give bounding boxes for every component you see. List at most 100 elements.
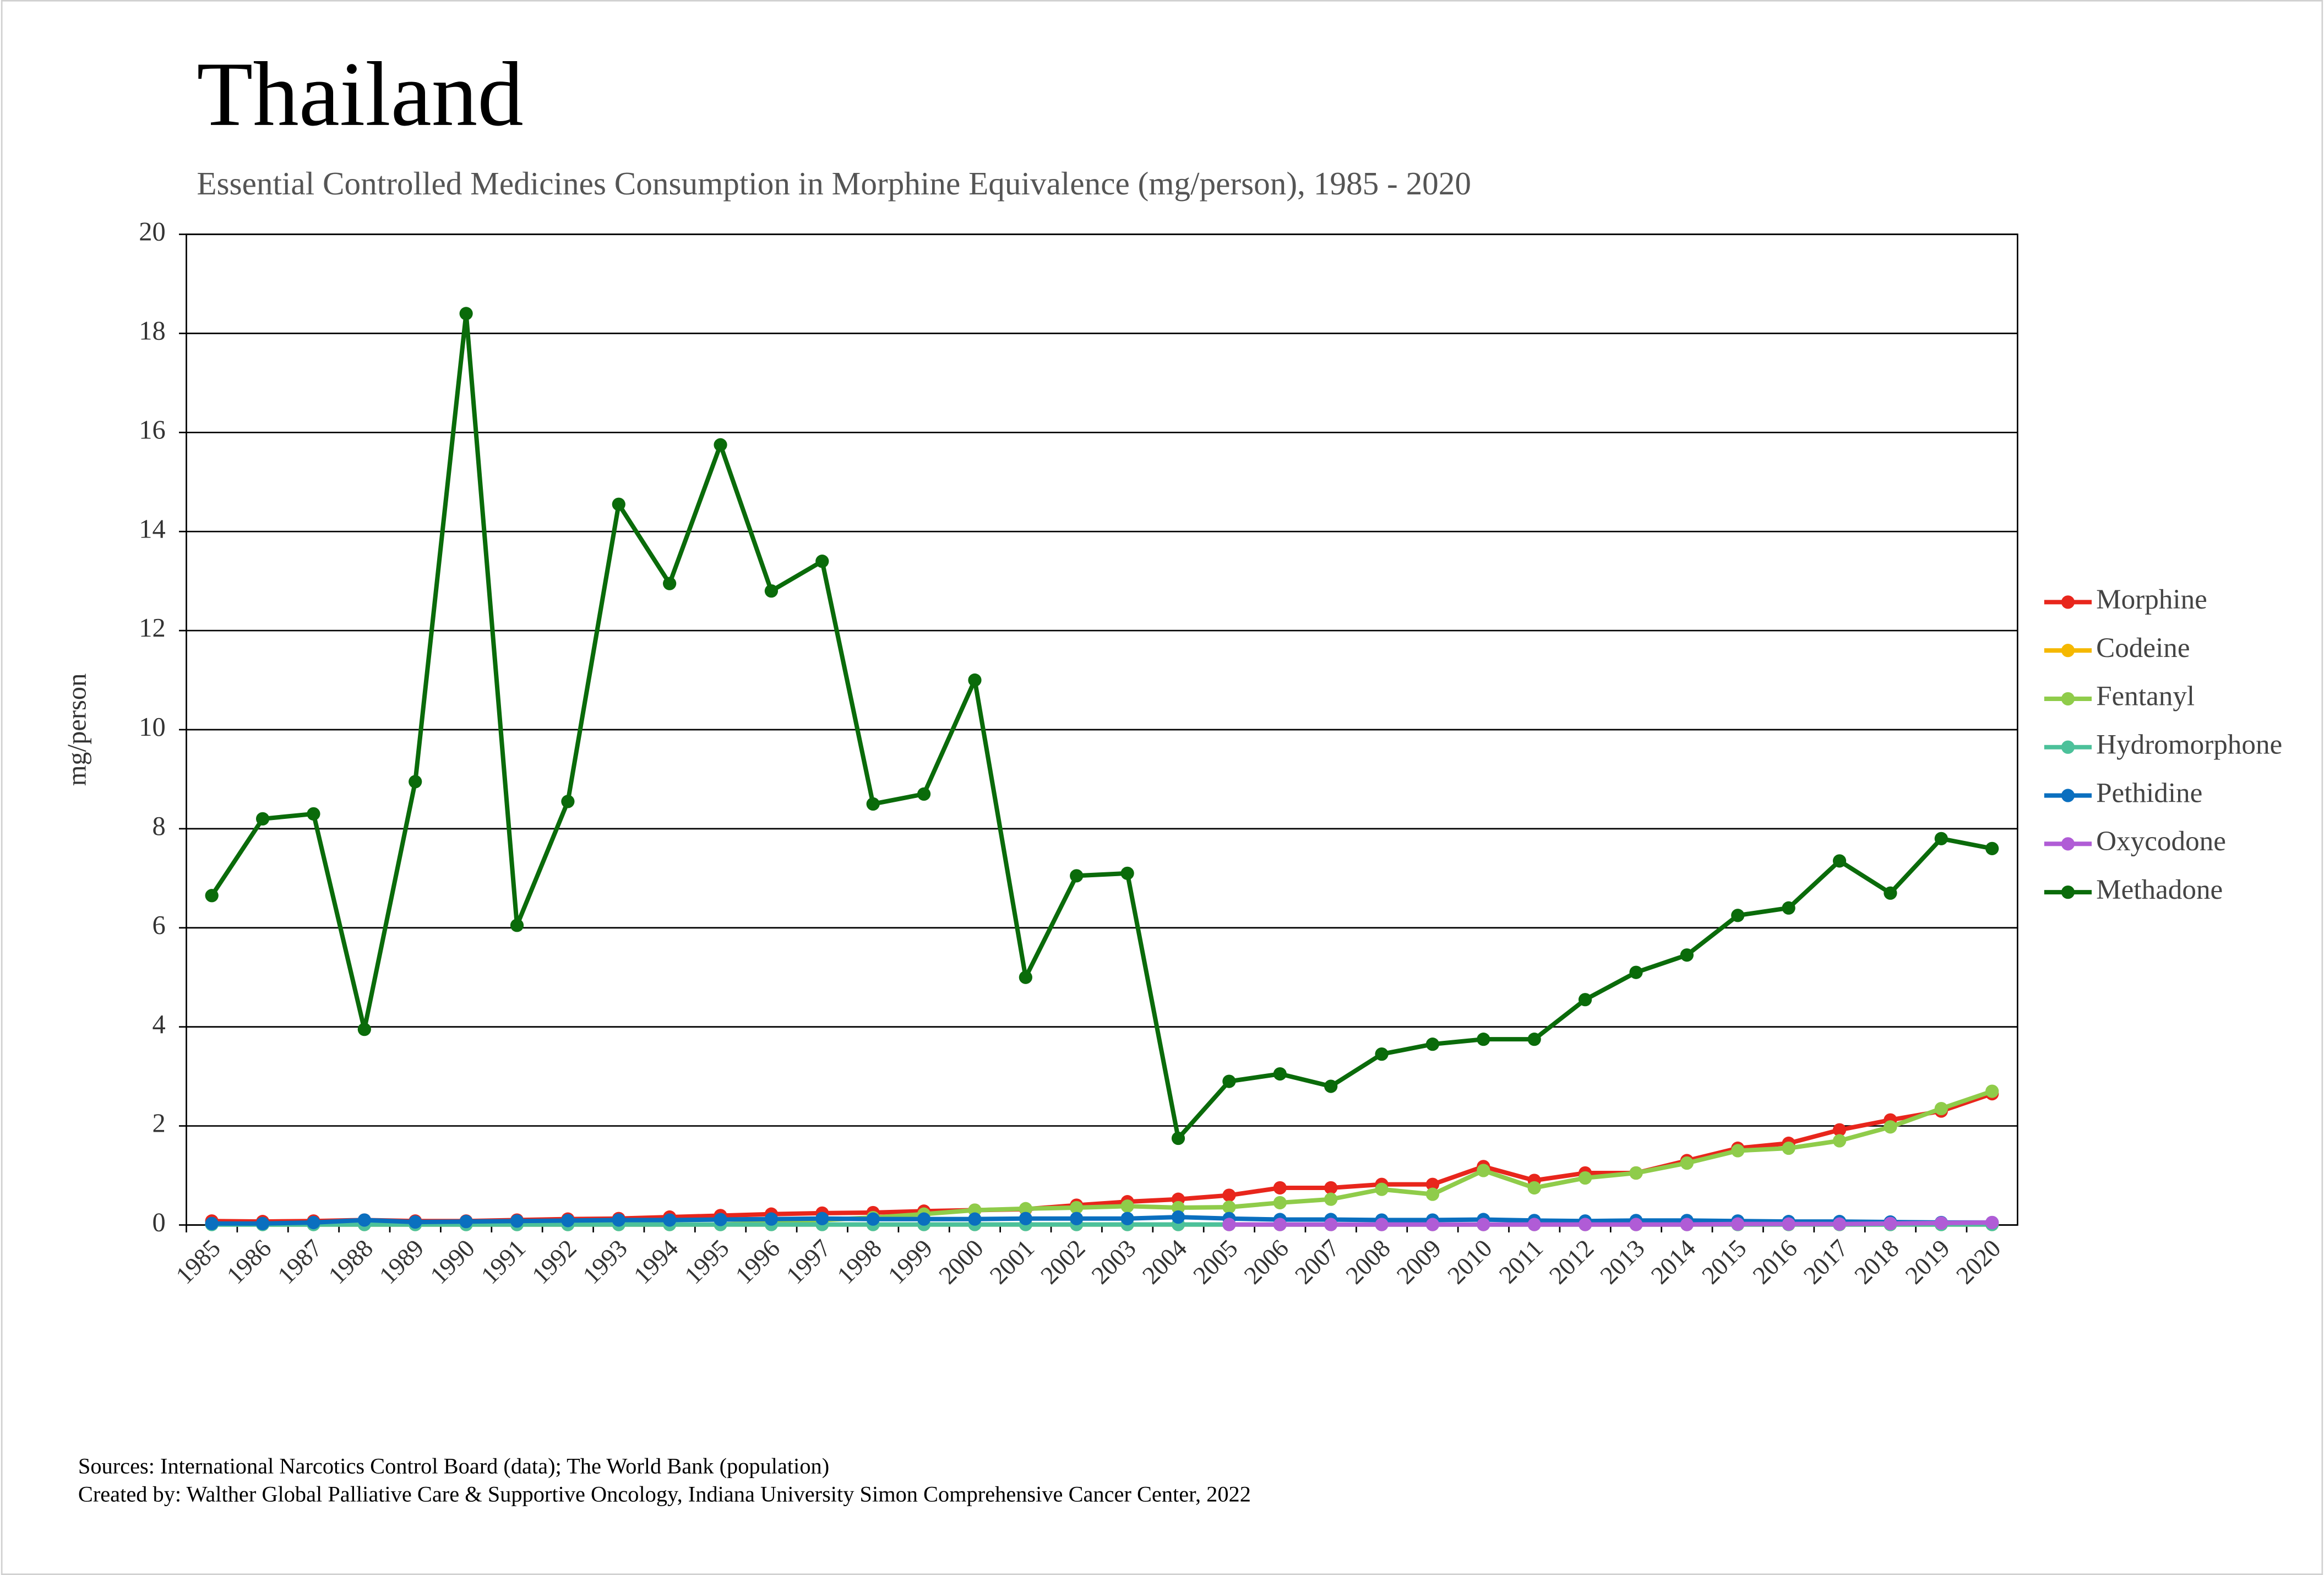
data-point xyxy=(1273,1218,1287,1231)
data-point xyxy=(612,1213,625,1227)
data-point xyxy=(1985,841,1999,855)
data-point xyxy=(1832,854,1847,868)
y-tick-label: 16 xyxy=(139,415,165,444)
data-point xyxy=(1782,901,1795,915)
data-point xyxy=(1375,1218,1389,1231)
legend-marker xyxy=(2061,789,2075,802)
data-point xyxy=(1527,1181,1541,1195)
data-point xyxy=(1629,965,1643,979)
legend-label: Morphine xyxy=(2096,584,2207,615)
data-point xyxy=(714,438,727,452)
data-point xyxy=(1070,869,1084,883)
data-point xyxy=(357,1023,371,1036)
y-tick-label: 14 xyxy=(139,514,165,544)
data-point xyxy=(1884,1216,1897,1230)
data-point xyxy=(1731,1217,1745,1231)
data-point xyxy=(1884,1120,1897,1134)
footnote: Created by: Walther Global Palliative Ca… xyxy=(78,1482,1251,1507)
legend-label: Oxycodone xyxy=(2096,825,2226,857)
legend-marker xyxy=(2061,595,2075,609)
data-point xyxy=(1425,1187,1440,1201)
data-point xyxy=(1934,1216,1948,1230)
data-point xyxy=(1324,1192,1338,1206)
data-point xyxy=(714,1213,727,1226)
chart-title: Thailand xyxy=(197,44,523,145)
y-tick-label: 6 xyxy=(153,911,166,940)
data-point xyxy=(968,1212,982,1226)
y-tick-label: 0 xyxy=(153,1208,166,1237)
legend-label: Methadone xyxy=(2096,874,2223,905)
data-point xyxy=(1934,832,1948,845)
legend-label: Hydromorphone xyxy=(2096,729,2282,760)
data-point xyxy=(866,1212,880,1226)
data-point xyxy=(1273,1181,1287,1195)
legend-marker xyxy=(2061,837,2075,851)
data-point xyxy=(968,673,982,687)
data-point xyxy=(510,1214,524,1228)
data-point xyxy=(1680,948,1694,962)
data-point xyxy=(409,1215,422,1229)
data-point xyxy=(1273,1196,1287,1210)
legend-label: Codeine xyxy=(2096,632,2190,664)
series-line xyxy=(210,311,1993,1141)
data-point xyxy=(1273,1067,1287,1081)
data-point xyxy=(1375,1182,1389,1196)
legend-marker xyxy=(2061,740,2075,754)
y-tick-label: 18 xyxy=(139,317,165,346)
data-point xyxy=(1629,1218,1643,1231)
legend-label: Fentanyl xyxy=(2096,681,2195,712)
series-line xyxy=(1229,1220,1993,1227)
data-point xyxy=(205,889,219,903)
y-tick-label: 4 xyxy=(153,1010,166,1039)
data-point xyxy=(255,812,270,825)
data-point xyxy=(205,1216,219,1230)
series-line xyxy=(211,1215,1993,1226)
data-point xyxy=(917,787,931,801)
data-point xyxy=(1171,1201,1185,1215)
data-point xyxy=(1120,866,1134,880)
data-point xyxy=(815,1212,829,1225)
legend-marker xyxy=(2061,886,2075,899)
data-point xyxy=(1222,1200,1236,1214)
data-point xyxy=(1578,1171,1592,1185)
data-point xyxy=(764,584,779,598)
data-point xyxy=(1985,1084,1999,1098)
data-point xyxy=(1578,1218,1592,1231)
data-point xyxy=(1222,1074,1236,1088)
data-point xyxy=(1832,1134,1847,1148)
data-point xyxy=(1985,1215,1999,1230)
data-point xyxy=(307,1215,320,1230)
data-point xyxy=(1171,1210,1185,1224)
data-point xyxy=(1680,1156,1694,1170)
data-point xyxy=(1832,1123,1847,1137)
data-point xyxy=(1680,1218,1694,1231)
chart-subtitle: Essential Controlled Medicines Consumpti… xyxy=(197,165,1471,202)
data-point xyxy=(1019,1212,1032,1225)
data-point xyxy=(1019,1202,1032,1215)
data-point xyxy=(1070,1212,1084,1225)
data-point xyxy=(1934,1101,1948,1116)
data-point xyxy=(1578,993,1592,1007)
data-point xyxy=(1477,1033,1490,1046)
y-tick-label: 20 xyxy=(139,218,165,247)
data-point xyxy=(459,307,473,321)
data-point xyxy=(1884,886,1897,900)
data-point xyxy=(1731,1144,1745,1158)
data-point xyxy=(866,797,880,811)
y-tick-label: 8 xyxy=(153,812,166,841)
data-point xyxy=(1324,1181,1338,1195)
legend-marker xyxy=(2061,644,2075,658)
data-point xyxy=(510,919,524,932)
data-point xyxy=(764,1212,779,1226)
data-point xyxy=(1375,1047,1389,1061)
data-point xyxy=(1120,1212,1134,1225)
data-point xyxy=(1782,1141,1795,1155)
legend-label: Pethidine xyxy=(2096,777,2202,808)
data-point xyxy=(459,1215,473,1229)
data-point xyxy=(663,577,677,590)
data-point xyxy=(1477,1218,1490,1231)
data-point xyxy=(1629,1166,1643,1180)
data-point xyxy=(612,497,625,511)
